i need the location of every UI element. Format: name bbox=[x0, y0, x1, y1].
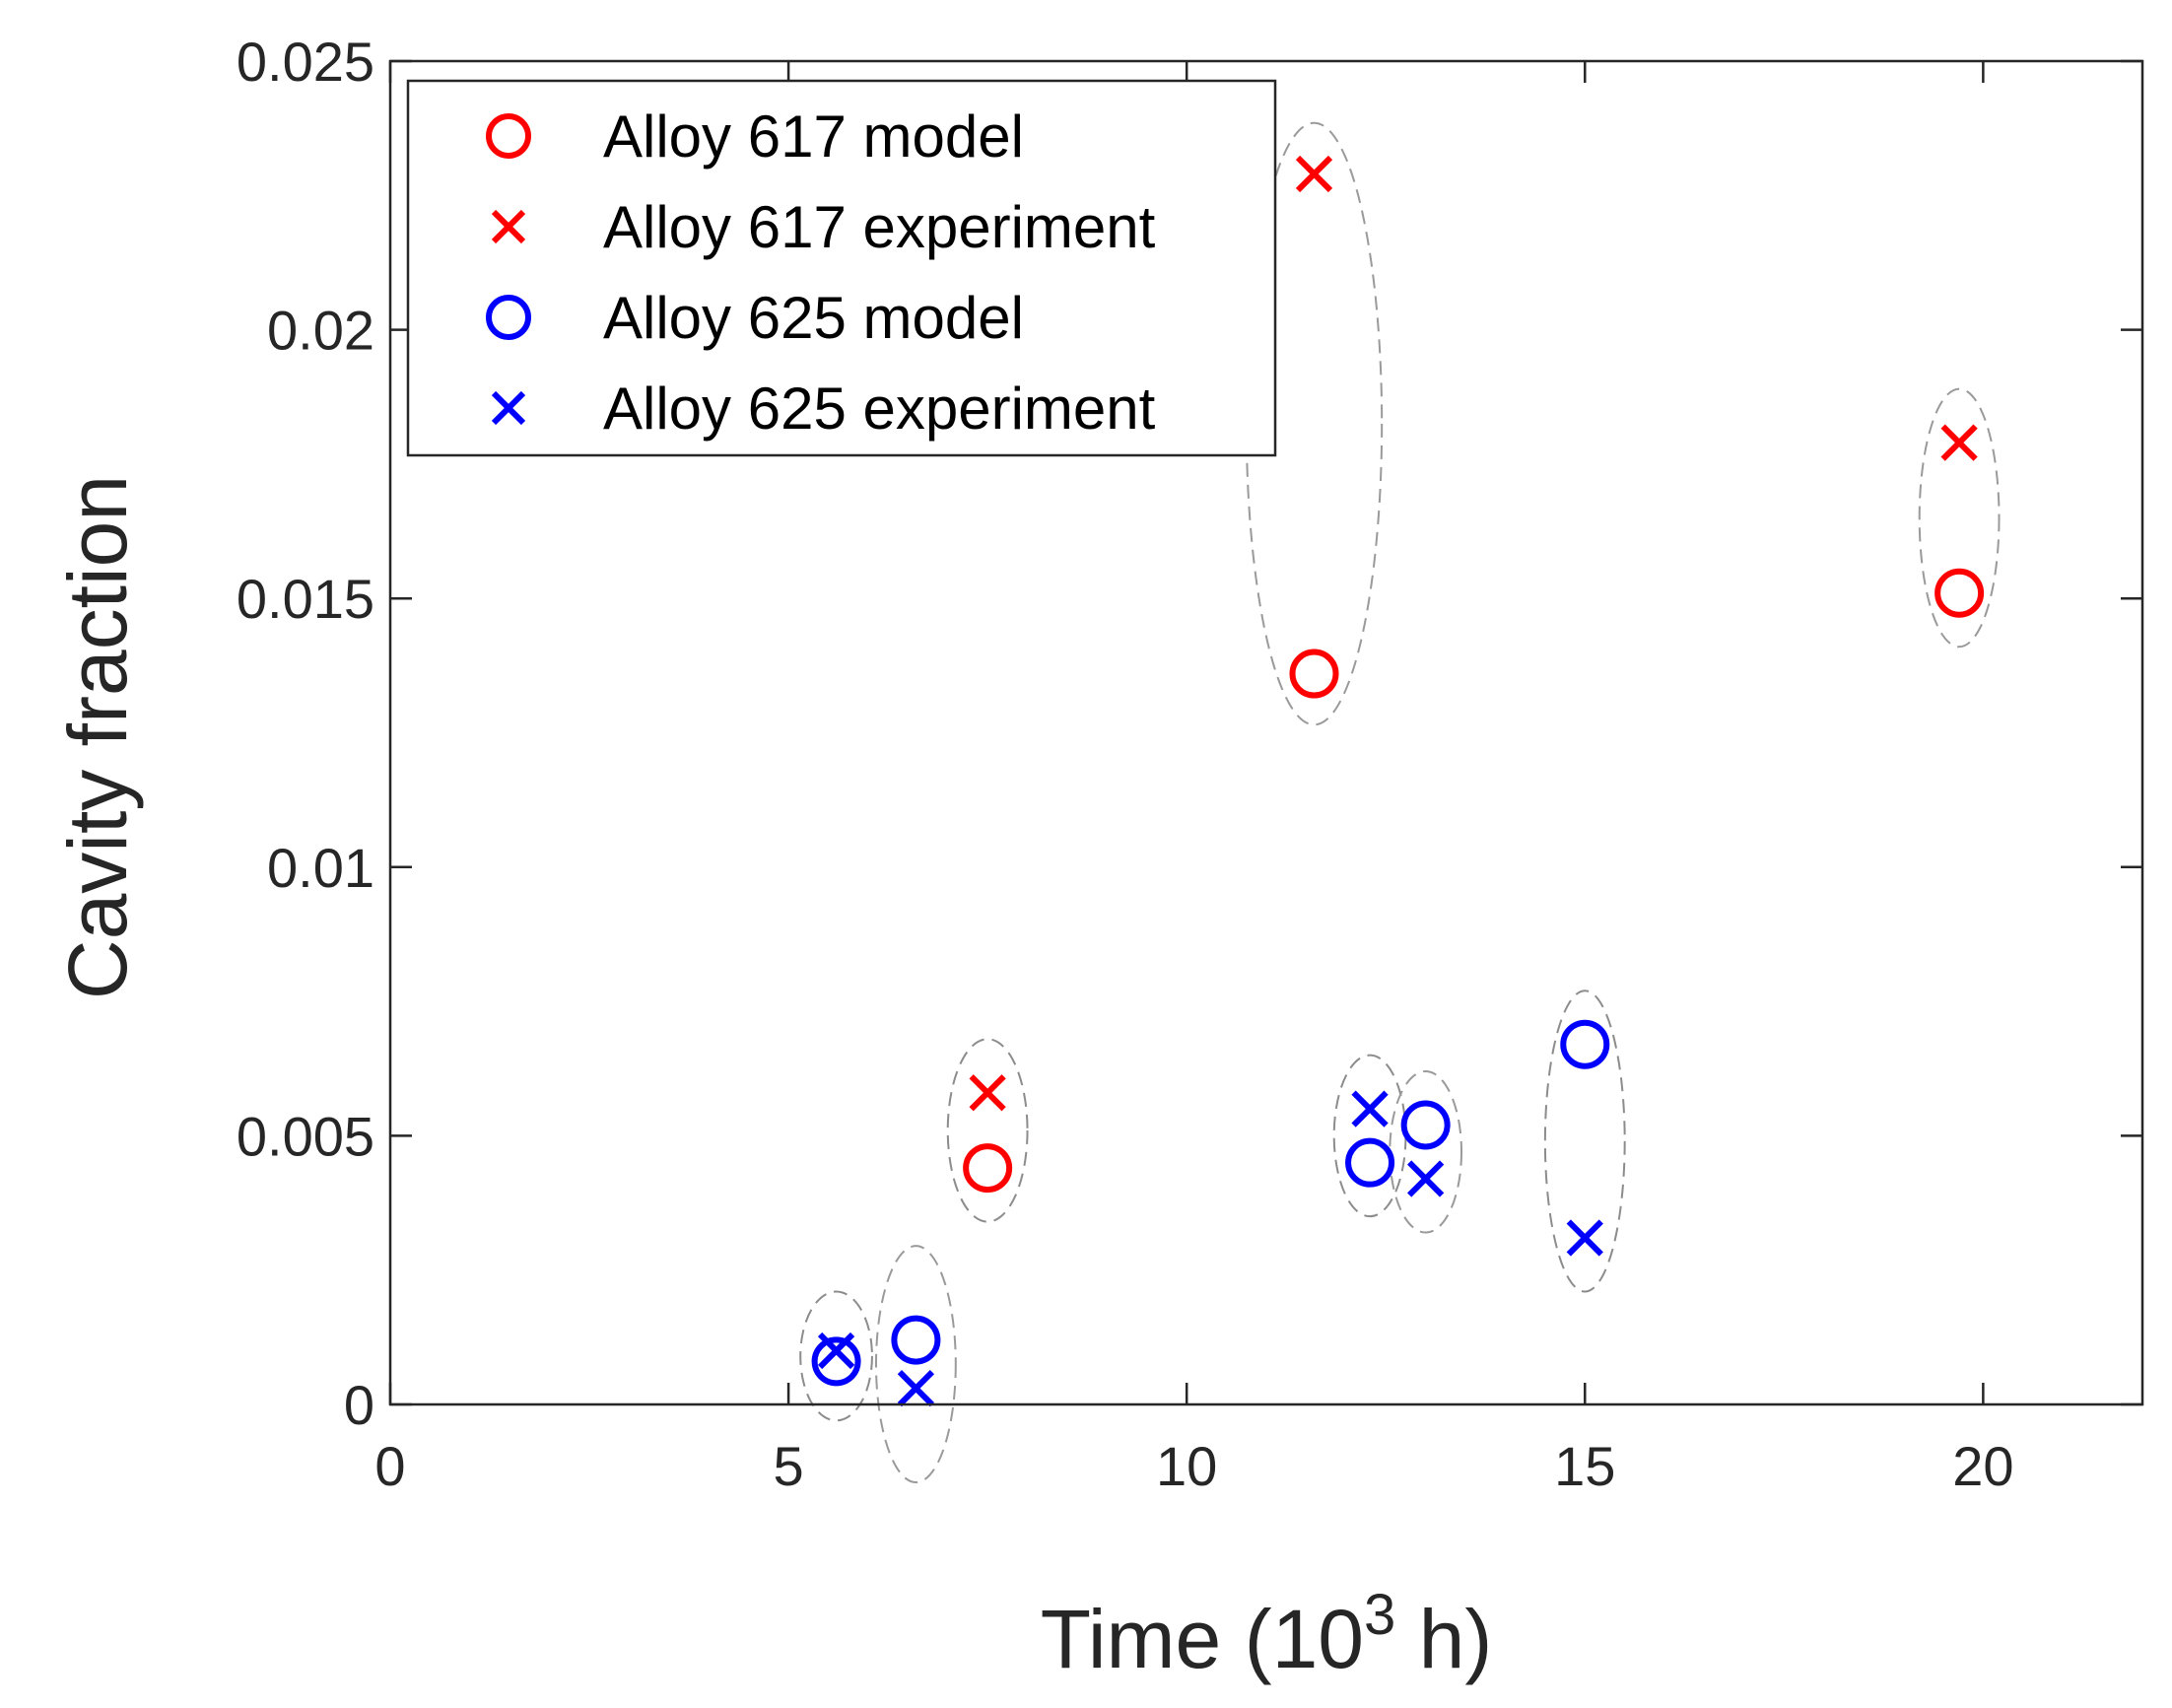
grouping-ellipse bbox=[1543, 990, 1626, 1293]
y-tick-label: 0.02 bbox=[267, 300, 374, 362]
circle-marker bbox=[1400, 1100, 1451, 1150]
circle-marker bbox=[1345, 1137, 1395, 1188]
circle-marker bbox=[811, 1336, 861, 1387]
x-marker bbox=[1295, 155, 1333, 193]
x-marker bbox=[897, 1370, 935, 1407]
x-marker bbox=[1407, 1160, 1445, 1197]
x-marker bbox=[1940, 424, 1978, 461]
x-axis-title: Time (103 h) bbox=[1041, 1583, 1493, 1685]
data-points bbox=[811, 155, 1985, 1407]
grouping-ellipse bbox=[874, 1245, 957, 1484]
y-tick-label: 0 bbox=[344, 1374, 374, 1436]
tick-labels: 0 5 10 15 20 0 0.005 0.01 0.015 0.02 0.025 bbox=[237, 31, 2014, 1497]
circle-marker bbox=[1289, 649, 1339, 699]
circle-marker bbox=[891, 1315, 941, 1365]
circle-marker bbox=[963, 1143, 1013, 1194]
legend-box bbox=[406, 79, 1277, 457]
y-tick-label: 0.005 bbox=[237, 1105, 374, 1167]
x-tick-label: 15 bbox=[1554, 1435, 1615, 1497]
legend-marker bbox=[491, 209, 526, 244]
y-tick-label: 0.01 bbox=[267, 837, 374, 899]
legend-marker bbox=[491, 390, 526, 426]
legend-label: Alloy 617 model bbox=[603, 103, 1024, 170]
x-tick-label: 20 bbox=[1952, 1435, 2013, 1497]
x-tick-label: 0 bbox=[374, 1435, 405, 1497]
y-tick-label: 0.015 bbox=[237, 568, 374, 630]
plot-area-frame bbox=[388, 59, 2144, 1406]
legend-marker bbox=[486, 113, 531, 159]
x-marker bbox=[1566, 1219, 1603, 1257]
grouping-ellipses bbox=[799, 121, 2001, 1484]
circle-marker bbox=[1560, 1019, 1610, 1069]
y-axis-title: Cavity fraction bbox=[51, 475, 144, 999]
x-marker bbox=[817, 1332, 855, 1370]
x-marker bbox=[1351, 1090, 1389, 1127]
axis-ticks bbox=[388, 59, 2142, 1406]
grouping-ellipse bbox=[1389, 1069, 1463, 1234]
legend-label: Alloy 625 model bbox=[603, 285, 1024, 351]
grouping-ellipse bbox=[946, 1038, 1029, 1223]
legend: Alloy 617 model Alloy 617 experiment Alloy… bbox=[406, 79, 1277, 457]
legend-marker bbox=[486, 295, 531, 340]
y-tick-label: 0.025 bbox=[237, 31, 374, 93]
grouping-ellipse bbox=[799, 1290, 873, 1422]
legend-label: Alloy 617 experiment bbox=[603, 194, 1156, 260]
x-marker bbox=[969, 1074, 1006, 1112]
circle-marker bbox=[1934, 568, 1985, 618]
legend-label: Alloy 625 experiment bbox=[603, 376, 1156, 442]
x-tick-label: 10 bbox=[1156, 1435, 1217, 1497]
grouping-ellipse bbox=[1918, 387, 2001, 649]
x-tick-label: 5 bbox=[774, 1435, 804, 1497]
